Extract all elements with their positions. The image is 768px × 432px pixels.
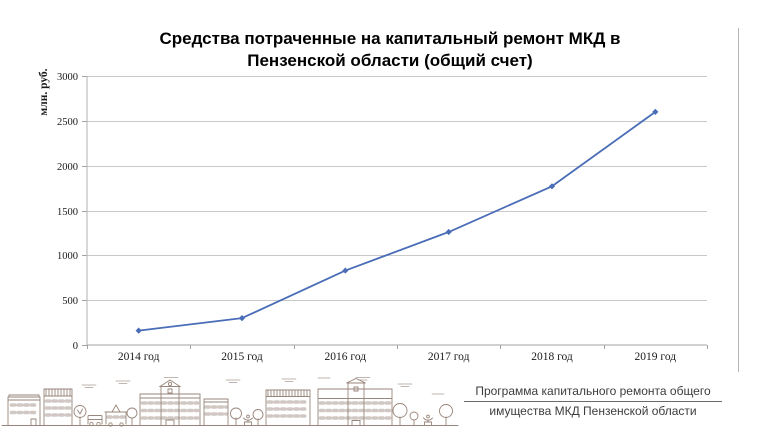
y-tick-label: 1000	[57, 251, 78, 262]
x-category-label: 2018 год	[531, 351, 573, 363]
building-icon	[139, 379, 201, 426]
x-category-label: 2016 год	[325, 351, 367, 363]
x-category-label: 2019 год	[635, 351, 677, 363]
building-icon	[317, 378, 393, 426]
vertical-divider-line	[738, 28, 739, 372]
y-tick-label: 1500	[57, 207, 78, 218]
building-icon	[43, 388, 73, 426]
building-icon	[203, 398, 229, 426]
x-category-label: 2014 год	[118, 351, 160, 363]
line-chart: 0 500 1000 1500 2000 2500 3000 2014 год 2015 год…	[57, 72, 708, 363]
city-skyline-illustration	[1, 377, 459, 427]
data-point-marker	[135, 327, 142, 334]
x-category-label: 2017 год	[428, 351, 470, 363]
tree-icon	[77, 408, 83, 426]
bus-icon	[87, 415, 103, 425]
data-point-marker	[445, 228, 452, 236]
fountain-icon	[243, 417, 253, 426]
building-icon	[265, 389, 311, 426]
data-point-marker	[342, 267, 349, 274]
y-tick-label: 0	[73, 341, 78, 352]
footer-credit-line1: Программа капитального ремонта общего	[464, 384, 722, 402]
data-point-marker	[548, 183, 556, 190]
tram-icon	[104, 404, 128, 425]
y-tick-label: 2500	[57, 117, 78, 128]
trend-line	[138, 111, 656, 332]
chart-title-line2: Пензенской области (общий счет)	[247, 51, 533, 70]
scribble-marks	[81, 377, 445, 395]
fountain-icon	[423, 417, 433, 426]
y-tick-label: 500	[62, 296, 78, 307]
data-point-marker	[652, 108, 659, 115]
chart-title: Средства потраченные на капитальный ремо…	[60, 28, 720, 72]
x-category-label: 2015 год	[221, 351, 263, 363]
data-point-marker	[238, 315, 246, 322]
footer-credit: Программа капитального ремонта общего им…	[464, 384, 722, 418]
chart-title-line1: Средства потраченные на капитальный ремо…	[159, 29, 621, 48]
y-tick-label: 2000	[57, 162, 78, 173]
building-icon	[7, 394, 41, 426]
footer-credit-line2: имущества МКД Пензенской области	[489, 404, 697, 418]
y-tick-label: 3000	[57, 72, 78, 83]
